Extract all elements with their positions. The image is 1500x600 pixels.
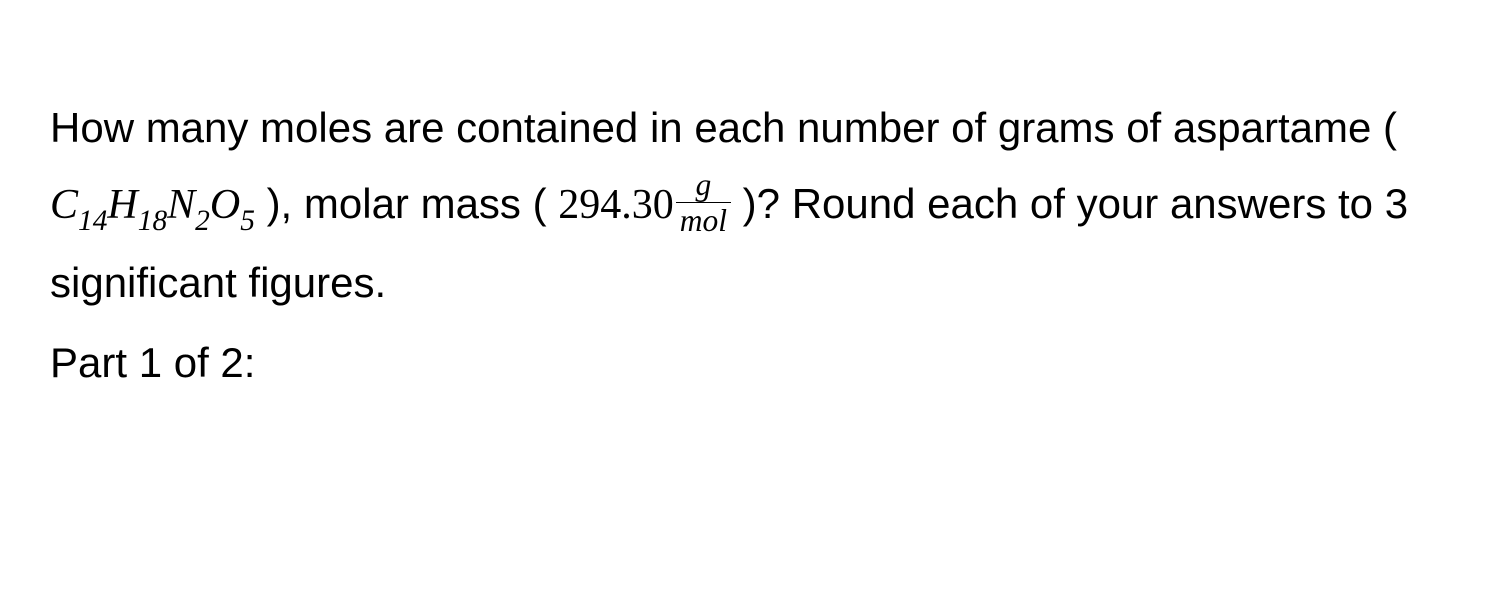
unit-fraction: gmol <box>676 168 731 239</box>
subscript-c: 14 <box>78 205 107 237</box>
fraction-denominator: mol <box>676 203 731 239</box>
subscript-o: 5 <box>240 205 255 237</box>
subscript-n: 2 <box>195 205 210 237</box>
question-text: How many moles are contained in each num… <box>50 90 1450 321</box>
question-text-part1: How many moles are contained in each num… <box>50 104 1397 151</box>
chemical-formula: C14H18N2O5 <box>50 182 255 228</box>
molar-mass-value: 294.30 <box>558 182 674 228</box>
part-label: Part 1 of 2: <box>50 339 1450 387</box>
question-container: How many moles are contained in each num… <box>0 0 1500 437</box>
fraction-numerator: g <box>676 168 731 204</box>
question-text-part2: ), molar mass ( <box>255 180 558 227</box>
element-o: O <box>210 182 240 228</box>
subscript-h: 18 <box>138 205 167 237</box>
element-h: H <box>107 182 137 228</box>
element-n: N <box>167 182 195 228</box>
element-c: C <box>50 182 78 228</box>
